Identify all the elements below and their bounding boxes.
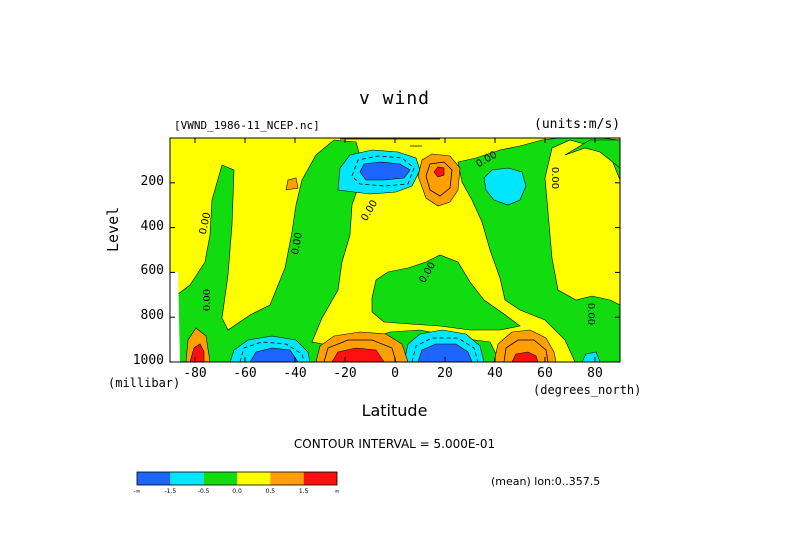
colorbar-frame: [136, 471, 338, 486]
region-green-left: [170, 139, 501, 362]
zero-contour-label: 0.00: [585, 303, 596, 325]
x-tick-label: -80: [183, 366, 207, 381]
colorbar-label: 0.0: [232, 488, 242, 495]
plot-title: v wind: [358, 88, 431, 109]
region-cyan-top-right: [483, 167, 527, 206]
x-axis-label: Latitude: [361, 401, 428, 420]
y-tick-label: 1000: [132, 353, 164, 368]
zero-contour-label: 0.00: [198, 211, 213, 235]
y-tick-label: 400: [140, 218, 164, 234]
zero-contour-label: 0.00: [290, 232, 305, 256]
region-red-far-left: [189, 343, 205, 362]
region-green-middle: [371, 254, 521, 331]
zero-contour-label: 0.00: [202, 289, 213, 311]
colorbar-label: ∞: [335, 488, 340, 495]
x-axis-unit: (degrees_north): [533, 383, 642, 397]
region-orange-bottom-right: [493, 329, 557, 362]
x-tick-label: -20: [333, 366, 357, 381]
units-label: (units:m/s): [534, 117, 621, 132]
y-axis-label: Level: [104, 206, 122, 252]
colorbar-swatch: [170, 472, 204, 485]
contour-interval-label: CONTOUR INTERVAL = 5.000E-01: [293, 437, 496, 451]
y-tick-label: 600: [140, 263, 164, 279]
solid-contour-bottom-left-orange: [323, 339, 397, 362]
region-red-bottom-right: [511, 351, 539, 362]
y-tick-label: 800: [140, 308, 164, 324]
region-blue-top-center: [359, 161, 411, 181]
x-tick-label: 20: [437, 366, 453, 381]
x-tick-label: 60: [537, 366, 553, 381]
colorbar-swatch: [303, 472, 337, 485]
region-blue-bottom-left: [249, 347, 299, 362]
colorbar: -∞ -1.5 -0.5 0.0 0.5 1.5 ∞: [133, 471, 340, 495]
x-tick-label: 0: [391, 366, 399, 381]
colorbar-swatch: [203, 472, 237, 485]
region-blue-bottom-center: [417, 343, 473, 362]
dataset-label: [VWND_1986-11_NCEP.nc]: [174, 119, 320, 132]
dashed-contour-top: [351, 155, 415, 187]
colorbar-swatch: [137, 472, 171, 485]
colorbar-label: -∞: [133, 488, 140, 495]
solid-contour-bottom-right-orange: [503, 339, 549, 362]
top-edge-contour: [340, 138, 440, 147]
region-green-topright-edge: [564, 139, 620, 169]
colorbar-label: -1.5: [164, 488, 176, 495]
x-tick-label: -60: [233, 366, 257, 381]
zero-contour-label: 0.00: [549, 167, 560, 189]
region-red-top-small: [433, 166, 445, 178]
x-tick-label: 40: [487, 366, 503, 381]
x-tick-label: -40: [283, 366, 307, 381]
tick-marks: [170, 138, 620, 363]
x-tick-label: 80: [587, 366, 603, 381]
colorbar-label: 0.5: [266, 488, 276, 495]
colorbar-swatch: [237, 472, 271, 485]
solid-contour-top-orange: [425, 161, 453, 197]
colorbar-label: -0.5: [198, 488, 210, 495]
mean-longitude-label: (mean) lon:0..357.5: [491, 475, 601, 488]
y-axis-unit: (millibar): [108, 376, 181, 390]
dashed-contour-bottom-left: [239, 341, 305, 362]
colorbar-swatch: [270, 472, 304, 485]
colorbar-label: 1.5: [299, 488, 309, 495]
region-orange-small: [285, 177, 299, 191]
y-tick-label: 200: [140, 173, 164, 189]
